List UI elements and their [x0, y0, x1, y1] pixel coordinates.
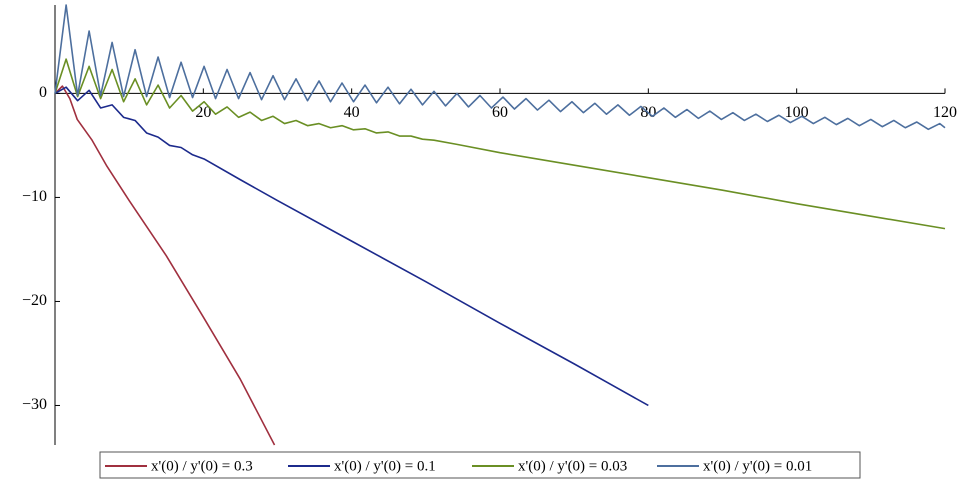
legend: x'(0) / y'(0) = 0.3 x'(0) / y'(0) = 0.1 x'… — [105, 458, 812, 474]
x-tick-label: 40 — [344, 104, 360, 121]
x-tick-label: 60 — [492, 104, 508, 121]
x-tick-label: 120 — [933, 104, 957, 121]
series-line — [54, 85, 276, 446]
legend-label: x'(0) / y'(0) = 0.3 — [151, 458, 253, 474]
y-tick-label: −10 — [22, 188, 47, 205]
x-tick-label: 20 — [195, 104, 211, 121]
series-line — [54, 86, 649, 407]
legend-label: x'(0) / y'(0) = 0.01 — [703, 458, 812, 474]
legend-label: x'(0) / y'(0) = 0.03 — [518, 458, 627, 474]
legend-label: x'(0) / y'(0) = 0.1 — [334, 458, 436, 474]
y-tick-label: −30 — [22, 396, 47, 413]
y-tick-label: 0 — [39, 84, 47, 101]
series-line — [54, 58, 946, 230]
series-line — [54, 4, 946, 131]
y-tick-label: −20 — [22, 292, 47, 309]
